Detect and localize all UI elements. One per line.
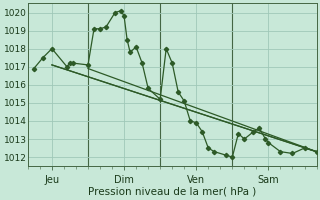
X-axis label: Pression niveau de la mer( hPa ): Pression niveau de la mer( hPa ) — [88, 187, 256, 197]
